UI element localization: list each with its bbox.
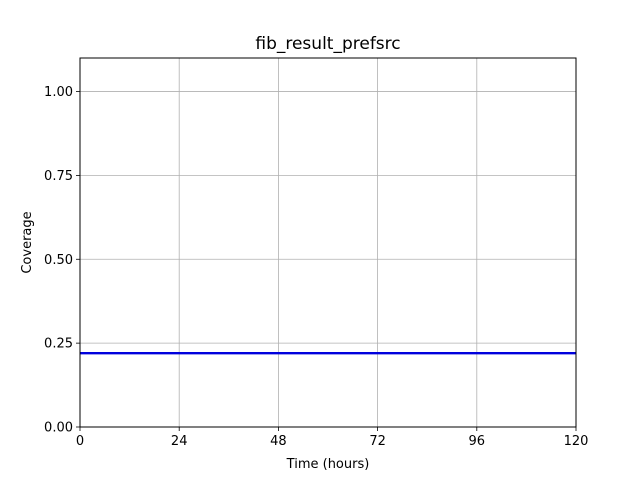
- y-tick-label: 0.25: [44, 337, 73, 352]
- y-tick-label: 0.75: [44, 169, 73, 184]
- y-axis-label: Coverage: [20, 211, 35, 273]
- x-tick-label: 72: [369, 434, 386, 449]
- axis-ticks: 0 24 48 72 96 120 0.00 0.25 0.50 0.75 1.00: [44, 85, 588, 449]
- x-axis-label: Time (hours): [286, 457, 370, 472]
- y-tick-label: 0.50: [44, 253, 73, 268]
- x-tick-label: 48: [270, 434, 287, 449]
- y-tick-label: 1.00: [44, 85, 73, 100]
- chart-title: fib_result_prefsrc: [255, 34, 400, 54]
- x-tick-label: 0: [76, 434, 84, 449]
- x-tick-label: 120: [564, 434, 589, 449]
- x-tick-label: 24: [171, 434, 188, 449]
- y-tick-label: 0.00: [44, 421, 73, 436]
- x-tick-label: 96: [469, 434, 486, 449]
- plot-area-frame: [79, 57, 577, 428]
